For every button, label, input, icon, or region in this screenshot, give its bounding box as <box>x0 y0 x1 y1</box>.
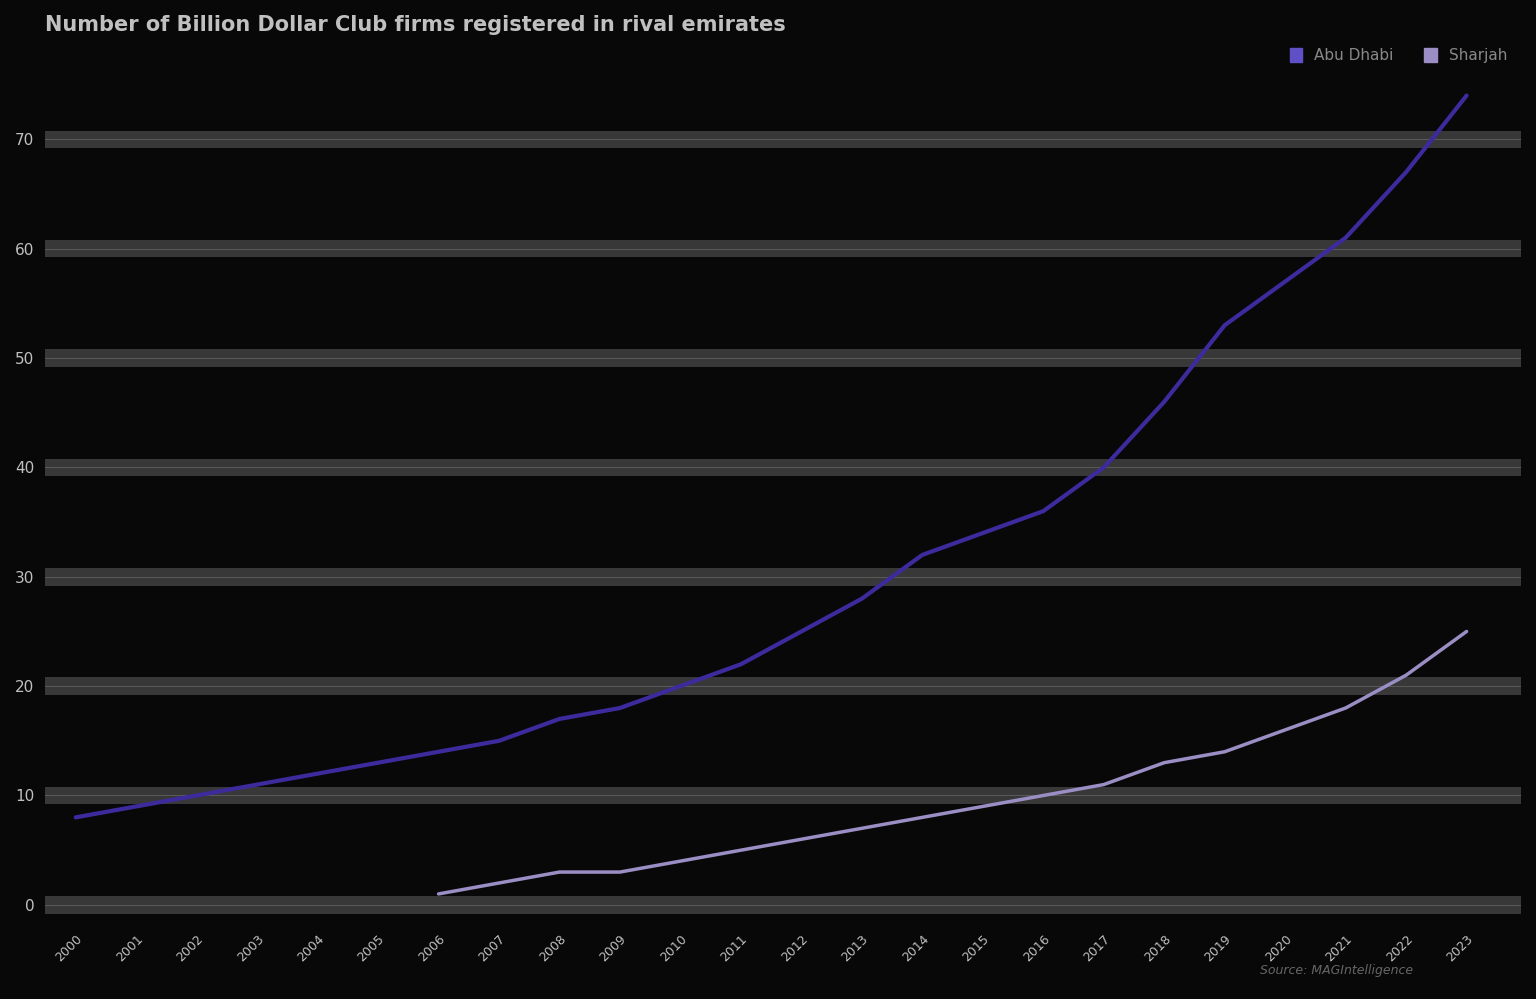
Bar <box>46 568 1521 585</box>
Bar <box>46 787 1521 804</box>
Bar <box>46 459 1521 477</box>
Bar <box>46 131 1521 148</box>
Text: Source: MAGIntelligence: Source: MAGIntelligence <box>1260 964 1413 977</box>
Bar <box>46 677 1521 695</box>
Bar <box>46 240 1521 258</box>
Legend: Abu Dhabi, Sharjah: Abu Dhabi, Sharjah <box>1284 42 1513 69</box>
Bar <box>46 896 1521 914</box>
Text: Number of Billion Dollar Club firms registered in rival emirates: Number of Billion Dollar Club firms regi… <box>46 15 786 35</box>
Bar <box>46 350 1521 367</box>
